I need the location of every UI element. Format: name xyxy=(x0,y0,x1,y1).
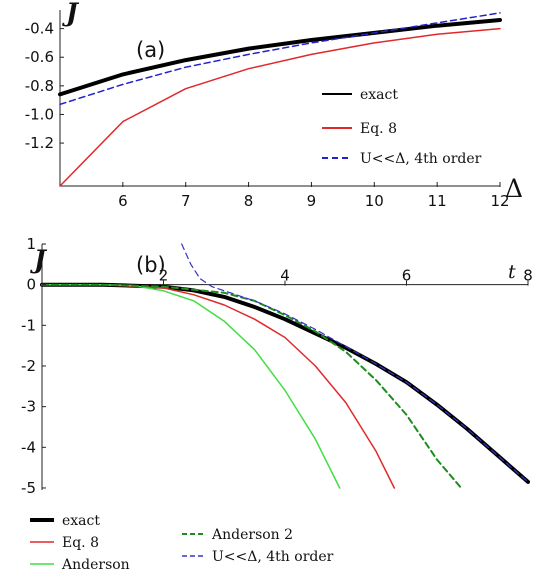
legend-b-eq8-label: Eq. 8 xyxy=(62,535,99,551)
b-ytick-label: -1 xyxy=(21,316,36,334)
panel-a-legend: exact Eq. 8 U<<Δ, 4th order xyxy=(322,87,482,167)
panel-b-ticks: 2 4 6 810-1-2-3-4-5 xyxy=(21,235,533,497)
legend-b-anderson-label: Anderson xyxy=(61,557,130,573)
b-ytick-label: -4 xyxy=(21,438,36,456)
legend-a-4th-label: U<<Δ, 4th order xyxy=(360,151,482,167)
legend-a-eq8-label: Eq. 8 xyxy=(360,121,397,137)
b-ytick-label: -2 xyxy=(21,357,36,375)
a-xtick-label: 7 xyxy=(181,192,191,210)
b-series-anderson-line xyxy=(42,285,340,488)
b-ytick-label: 0 xyxy=(26,276,36,294)
a-ytick-label: -1.2 xyxy=(25,134,54,152)
b-series-eq-8-line xyxy=(42,285,394,488)
b-series-anderson-2-line xyxy=(42,285,461,488)
panel-a-ylabel: J xyxy=(62,0,80,27)
a-xtick-label: 10 xyxy=(365,192,384,210)
b-ytick-label: -5 xyxy=(21,479,36,497)
legend-b-4th-label: U<<Δ, 4th order xyxy=(212,549,334,565)
b-ytick-label: -3 xyxy=(21,398,36,416)
panel-b-label: (b) xyxy=(136,253,166,277)
a-series-exact-line xyxy=(60,20,500,94)
panel-a: 6 7 8 9 10 11 12-0.4-0.6-0.8-1.0-1.2 J (a) Δ e… xyxy=(25,0,523,210)
panel-a-xlabel: Δ xyxy=(505,174,523,203)
b-xtick-label: 4 xyxy=(280,267,290,285)
panel-a-ticks: 6 7 8 9 10 11 12-0.4-0.6-0.8-1.0-1.2 xyxy=(25,20,510,210)
panel-b-legend: exact Eq. 8 Anderson Anderson 2 U<<Δ, 4t… xyxy=(30,513,334,573)
a-xtick-label: 9 xyxy=(307,192,317,210)
a-xtick-label: 8 xyxy=(244,192,254,210)
legend-b-exact-label: exact xyxy=(62,513,100,529)
a-ytick-label: -1.0 xyxy=(25,105,54,123)
a-xtick-label: 11 xyxy=(428,192,447,210)
b-xtick-label: 8 xyxy=(523,267,533,285)
b-series-u-4th-order-line xyxy=(182,244,528,482)
legend-b-anderson2-label: Anderson 2 xyxy=(211,527,293,543)
a-xtick-label: 6 xyxy=(118,192,128,210)
legend-a-exact-label: exact xyxy=(360,87,398,103)
panel-b: 2 4 6 810-1-2-3-4-5 J (b) t exact Eq. 8 And… xyxy=(21,235,533,573)
a-ytick-label: -0.8 xyxy=(25,77,54,95)
panel-b-xlabel: t xyxy=(508,261,516,283)
a-ytick-label: -0.6 xyxy=(25,48,54,66)
a-ytick-label: -0.4 xyxy=(25,20,54,38)
panel-a-label: (a) xyxy=(136,38,165,62)
b-xtick-label: 6 xyxy=(402,267,412,285)
